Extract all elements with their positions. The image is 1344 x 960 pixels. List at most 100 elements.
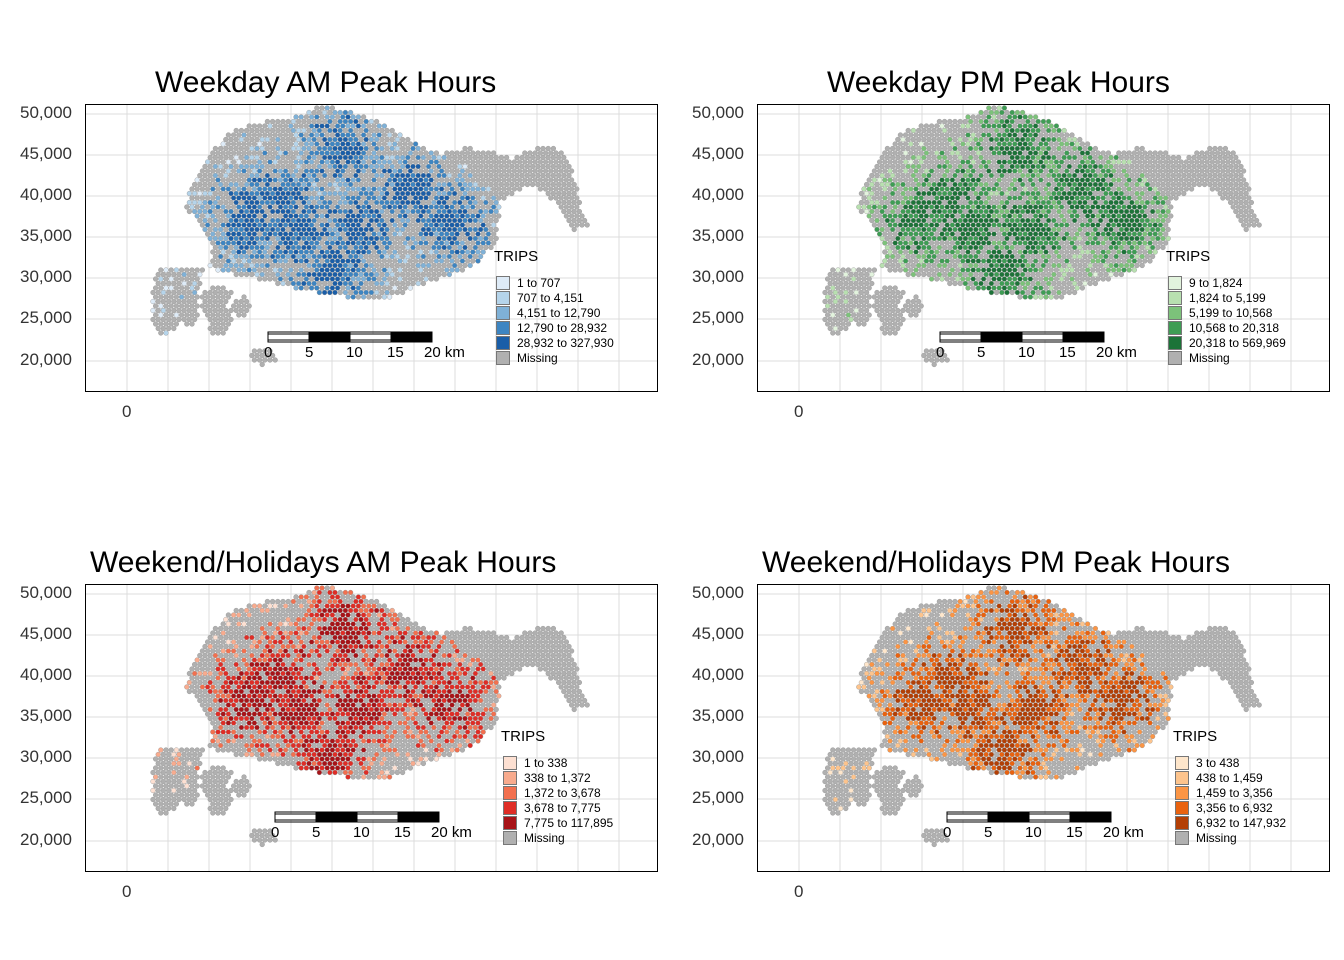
hexagon-cell: [267, 150, 273, 156]
hexagon-cell: [270, 181, 276, 188]
hexagon-cell: [225, 150, 231, 156]
hexagon-cell: [288, 177, 294, 183]
hexagon-cell: [202, 172, 208, 179]
hexagon-cell: [566, 190, 572, 197]
hexagon-cell: [478, 163, 484, 170]
hexagon-cell: [233, 163, 239, 170]
hexagon-cell: [496, 168, 502, 174]
hexagon-cell: [363, 163, 369, 170]
hexagon-cell: [459, 186, 465, 192]
hexagon-cell: [293, 186, 299, 192]
y-tick-label: 45,000: [20, 144, 72, 163]
hexagon-cell: [371, 159, 377, 165]
hexagon-cell: [306, 181, 312, 188]
hexagon-cell: [290, 154, 296, 161]
hexagon-cell: [270, 145, 276, 152]
legend-item: 707 to 4,151: [496, 290, 584, 305]
legend-label: Missing: [517, 350, 558, 365]
hexagon-cell: [251, 123, 257, 129]
hexagon-cell: [225, 141, 231, 147]
hexagon-cell: [280, 181, 286, 188]
hexagon-cell: [254, 181, 260, 188]
hexagon-cell: [397, 195, 403, 201]
hexagon-cell: [548, 150, 554, 156]
hexagon-cell: [449, 150, 455, 156]
hexagon-cell: [316, 181, 322, 188]
hexagon-cell: [316, 136, 322, 143]
hexagon-cell: [366, 168, 372, 174]
hexagon-cell: [436, 190, 442, 197]
hexagon-cell: [345, 114, 351, 120]
hexagon-cell: [327, 145, 333, 152]
hexagon-cell: [322, 172, 328, 179]
legend-item: 4,151 to 12,790: [496, 305, 600, 320]
hexagon-cell: [522, 177, 528, 183]
hexagon-cell: [517, 186, 523, 192]
hexagon-cell: [501, 186, 507, 192]
hexagon-cell: [472, 154, 478, 161]
hexagon-cell: [428, 195, 434, 201]
hexagon-cell: [467, 154, 473, 161]
hexagon-cell: [314, 159, 320, 165]
hexagon-cell: [311, 172, 317, 179]
hexagon-cell: [324, 141, 330, 147]
hexagon-cell: [233, 181, 239, 188]
hexagon-cell: [238, 172, 244, 179]
hexagon-cell: [545, 190, 551, 197]
hexagon-cell: [556, 163, 562, 170]
hexagon-cell: [433, 150, 439, 156]
hexagon-cell: [540, 163, 546, 170]
hexagon-cell: [202, 199, 208, 206]
hexagon-cell: [322, 145, 328, 152]
hexagon-cell: [288, 150, 294, 156]
hexagon-cell: [275, 172, 281, 179]
hexagon-cell: [441, 163, 447, 170]
hexagon-cell: [366, 123, 372, 129]
hexagon-cell: [233, 199, 239, 206]
hexagon-cell: [335, 186, 341, 192]
hexagon-cell: [368, 190, 374, 197]
hexagon-cell: [329, 132, 335, 138]
hexagon-cell: [306, 154, 312, 161]
hexagon-cell: [400, 145, 406, 152]
hexagon-cell: [491, 177, 497, 183]
hexagon-cell: [311, 181, 317, 188]
hexagon-cell: [550, 163, 556, 170]
hexagon-cell: [298, 168, 304, 174]
hexagon-cell: [537, 177, 543, 183]
hexagon-cell: [415, 154, 421, 161]
hexagon-cell: [355, 141, 361, 147]
hexagon-cell: [238, 163, 244, 170]
hexagon-cell: [293, 132, 299, 138]
hexagon-cell: [189, 195, 195, 201]
hexagon-cell: [205, 186, 211, 192]
hexagon-cell: [332, 136, 338, 143]
hexagon-cell: [470, 195, 476, 201]
legend-label: 1,824 to 5,199: [1189, 290, 1266, 305]
hexagon-cell: [337, 109, 343, 116]
hexagon-cell: [384, 181, 390, 188]
hexagon-cell: [231, 132, 237, 138]
hexagon-cell: [569, 195, 575, 201]
hexagon-cell: [420, 172, 426, 179]
hexagon-cell: [262, 150, 268, 156]
hexagon-cell: [413, 168, 419, 174]
hexagon-cell: [446, 190, 452, 197]
hexagon-cell: [316, 145, 322, 152]
hexagon-cell: [361, 132, 367, 138]
hexagon-cell: [272, 150, 278, 156]
legend-swatch: [1168, 320, 1182, 335]
hexagon-cell: [387, 141, 393, 147]
hexagon-cell: [267, 159, 273, 165]
x-tick-label: 0: [122, 402, 132, 421]
hexagon-cell: [262, 123, 268, 129]
hexagon-cell: [329, 105, 335, 111]
hexagon-cell: [387, 195, 393, 201]
hexagon-cell: [254, 145, 260, 152]
legend-swatch: [1168, 305, 1182, 320]
hexagon-cell: [332, 172, 338, 179]
hexagon-cell: [561, 190, 567, 197]
legend-item: 10,568 to 20,318: [1168, 320, 1279, 335]
hexagon-cell: [314, 195, 320, 201]
hexagon-cell: [218, 181, 224, 188]
